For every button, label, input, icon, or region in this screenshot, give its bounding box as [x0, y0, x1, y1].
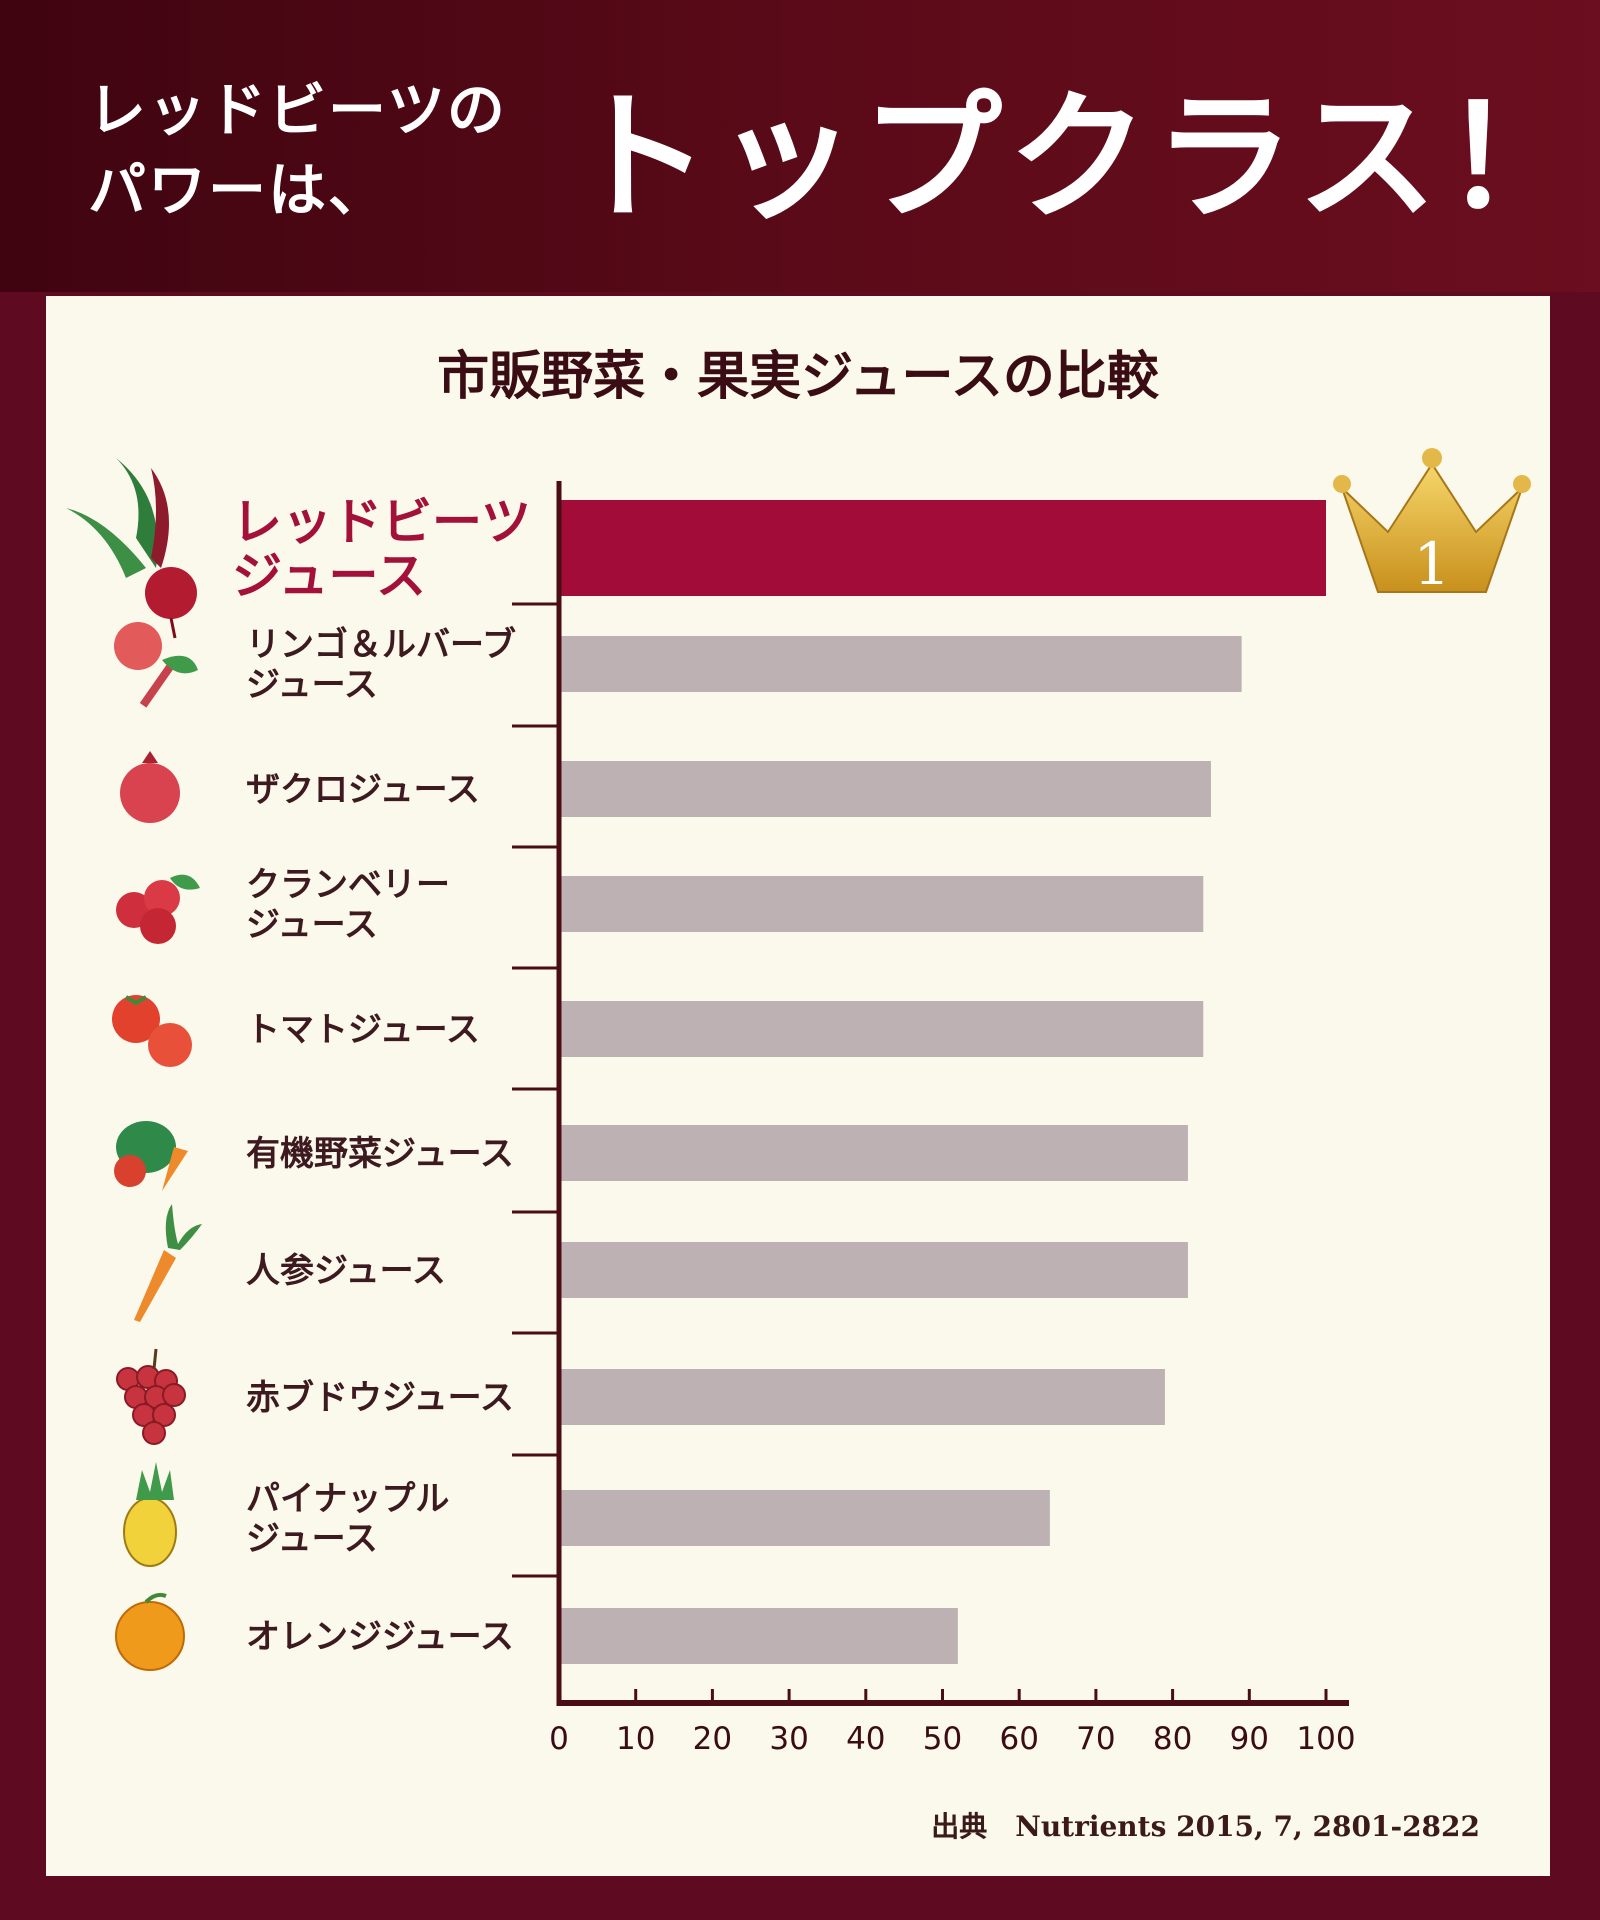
header-subtitle: レッドビーツの パワーは、: [88, 76, 507, 224]
carrot-icon: [134, 1204, 202, 1322]
x-tick-label: 50: [923, 1721, 962, 1757]
x-tick-label: 100: [1296, 1721, 1355, 1757]
header-banner: レッドビーツの パワーは、 トップクラス！: [0, 0, 1600, 292]
category-label: パイナップル: [246, 1479, 449, 1519]
bar: [561, 636, 1242, 692]
orange-icon: [115, 1592, 185, 1671]
category-labels-group: レッドビーツジュースリンゴ＆ルバーブジュースザクロジュースクランベリージュースト…: [232, 493, 531, 1657]
bar: [561, 876, 1204, 932]
icons-group: [66, 458, 202, 1671]
x-tick-label: 30: [769, 1721, 808, 1757]
x-tick-label: 80: [1153, 1721, 1192, 1757]
pineapple-icon: [123, 1462, 177, 1567]
bar: [561, 1242, 1188, 1298]
category-label: トマトジュース: [246, 1010, 480, 1050]
tomato-icon: [112, 995, 192, 1067]
x-tick-label: 40: [846, 1721, 885, 1757]
vegetables-icon: [114, 1121, 188, 1191]
category-label: ジュース: [246, 1519, 378, 1559]
category-label: 有機野菜ジュース: [246, 1134, 514, 1174]
x-tick-label: 90: [1230, 1721, 1269, 1757]
category-label: ジュース: [246, 905, 378, 945]
category-label: 赤ブドウジュース: [246, 1378, 514, 1418]
red-beet-icon: [66, 458, 197, 639]
x-tick-label: 60: [999, 1721, 1038, 1757]
bar: [561, 1125, 1188, 1181]
bar-chart: 市販野菜・果実ジュースの比較 レッドビーツジュースリンゴ＆ルバーブジュースザクロ…: [66, 347, 1531, 1843]
cranberry-icon: [116, 874, 200, 944]
source-citation: 出典 Nutrients 2015, 7, 2801-2822: [931, 1810, 1480, 1843]
bar: [561, 1608, 958, 1664]
category-label: クランベリー: [246, 865, 450, 905]
axis-group: 0 10 20 30 40 50 60 70 80 90 100: [512, 481, 1356, 1757]
bar: [561, 1369, 1165, 1425]
chart-panel: 市販野菜・果実ジュースの比較 レッドビーツ ジュース リンゴ＆ルバーブ ジュース ザクロ…: [46, 296, 1550, 1876]
pomegranate-icon: [120, 751, 180, 823]
x-tick-label: 0: [549, 1721, 569, 1757]
bar: [561, 1490, 1050, 1546]
category-label: リンゴ＆ルバーブ: [246, 625, 516, 665]
bar: [561, 761, 1211, 817]
red-grape-icon: [116, 1348, 186, 1445]
bars-group: [561, 500, 1326, 1664]
category-label: オレンジジュース: [246, 1617, 514, 1657]
category-label: レッドビーツ: [232, 493, 531, 551]
apple-rhubarb-icon: [114, 622, 198, 708]
x-tick-label: 70: [1076, 1721, 1115, 1757]
chart-title: 市販野菜・果実ジュースの比較: [437, 347, 1160, 407]
bar: [561, 1001, 1204, 1057]
x-tick-label: 20: [693, 1721, 732, 1757]
rank-badge-number: 1: [1414, 530, 1451, 598]
header-title: トップクラス！: [570, 76, 1590, 240]
crown-icon: 1: [1333, 448, 1531, 598]
category-label: ザクロジュース: [246, 770, 480, 810]
category-label: ジュース: [232, 547, 426, 605]
category-label: ジュース: [246, 665, 378, 705]
category-label: 人参ジュース: [246, 1251, 446, 1291]
bar-highlight: [561, 500, 1326, 596]
x-tick-label: 10: [616, 1721, 655, 1757]
